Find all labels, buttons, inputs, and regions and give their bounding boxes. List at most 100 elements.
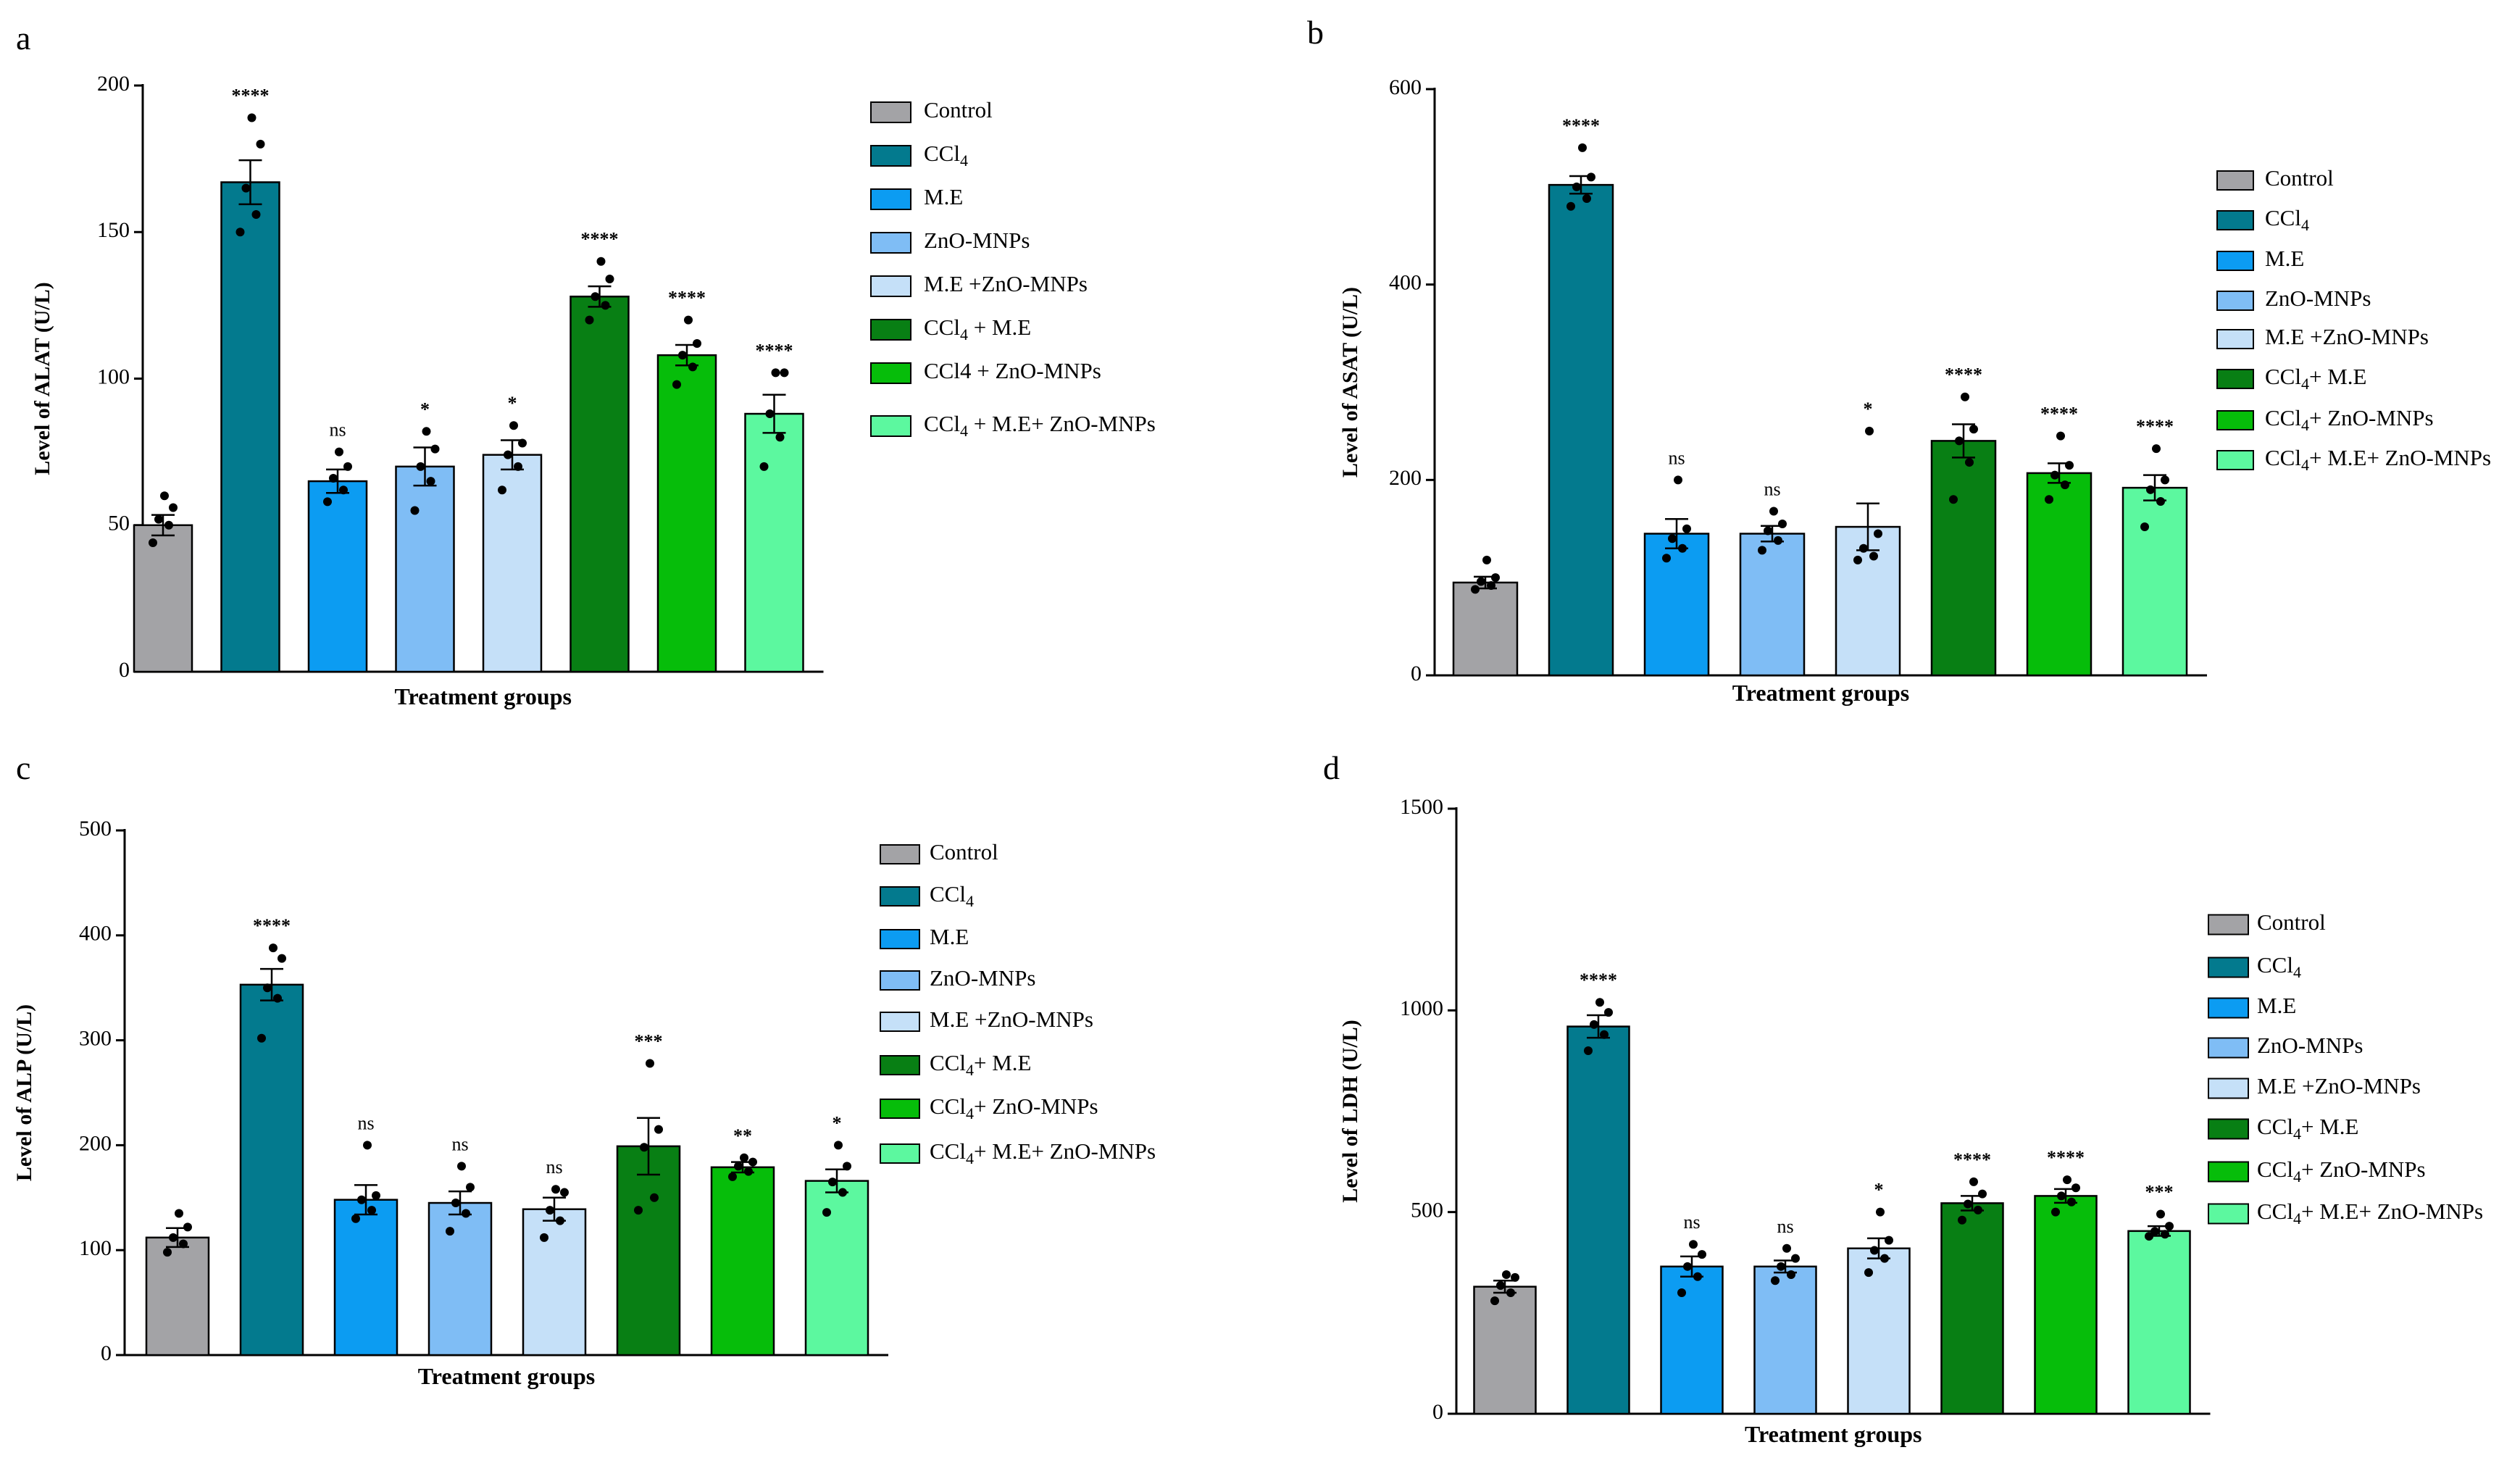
data-point bbox=[426, 477, 435, 486]
significance-label: ns bbox=[329, 420, 346, 441]
legend-label-3: M.E bbox=[2265, 246, 2304, 271]
legend-label-7: CCl4 + ZnO-MNPs bbox=[924, 358, 1101, 383]
data-point bbox=[1491, 573, 1500, 583]
data-point bbox=[1859, 543, 1868, 553]
data-point bbox=[1777, 1262, 1785, 1271]
data-point bbox=[2051, 1207, 2060, 1217]
legend-label-5: M.E +ZnO-MNPs bbox=[2257, 1073, 2421, 1099]
bar-1 bbox=[1452, 581, 1519, 677]
data-point bbox=[556, 1216, 564, 1225]
data-point bbox=[591, 292, 600, 301]
data-point bbox=[765, 409, 775, 419]
legend-label-3: M.E bbox=[2257, 993, 2296, 1018]
legend-label-7: CCl4+ ZnO-MNPs bbox=[2257, 1157, 2426, 1185]
y-tick-label: 500 bbox=[79, 817, 112, 841]
data-point bbox=[1782, 1243, 1791, 1253]
data-point bbox=[1496, 1280, 1505, 1290]
data-point bbox=[2072, 1183, 2080, 1193]
data-point bbox=[646, 1059, 654, 1068]
data-point bbox=[154, 514, 163, 524]
bar-2 bbox=[239, 983, 304, 1357]
data-point bbox=[780, 368, 789, 378]
chart-panel-b: b 0 200 400 600 Level of ASAT (U/L) Treatment … bbox=[1307, 14, 2491, 706]
data-point bbox=[149, 538, 157, 548]
data-point bbox=[672, 380, 681, 389]
legend-label-8: CCl4+ M.E+ ZnO-MNPs bbox=[2265, 445, 2491, 474]
data-point bbox=[1876, 1207, 1885, 1217]
y-tick-label: 0 bbox=[1432, 1400, 1443, 1424]
data-point bbox=[2156, 1209, 2165, 1219]
data-point bbox=[1677, 1288, 1686, 1297]
data-point bbox=[1689, 1240, 1698, 1249]
data-point bbox=[2057, 1191, 2066, 1201]
data-point bbox=[457, 1162, 466, 1171]
panel-label: a bbox=[16, 20, 30, 57]
data-point bbox=[605, 274, 614, 283]
significance-label: ns bbox=[1668, 447, 1685, 468]
legend-label-7: CCl4+ ZnO-MNPs bbox=[930, 1093, 1098, 1122]
legend-swatch-5 bbox=[880, 1012, 920, 1032]
data-point bbox=[601, 301, 610, 310]
data-point bbox=[504, 450, 512, 459]
y-tick-label: 300 bbox=[79, 1026, 112, 1050]
data-point bbox=[688, 362, 697, 372]
data-point bbox=[498, 486, 506, 495]
legend-label-8: CCl4+ M.E+ ZnO-MNPs bbox=[930, 1138, 1156, 1167]
y-tick-label: 100 bbox=[79, 1236, 112, 1260]
legend-label-2: CCl4 bbox=[2265, 205, 2309, 234]
data-point bbox=[1487, 580, 1495, 590]
data-point bbox=[2065, 461, 2074, 470]
legend-swatch-2 bbox=[870, 145, 911, 167]
data-point bbox=[1853, 555, 1862, 564]
data-point bbox=[1774, 536, 1782, 545]
y-tick-label: 600 bbox=[1389, 75, 1422, 99]
data-point bbox=[1693, 1272, 1702, 1281]
data-point bbox=[540, 1233, 548, 1242]
bar-8 bbox=[804, 1180, 869, 1357]
bar-8 bbox=[2121, 486, 2188, 677]
legend-label-1: Control bbox=[930, 839, 998, 864]
data-point bbox=[1964, 1199, 1972, 1209]
y-tick-label: 0 bbox=[101, 1341, 112, 1365]
significance-label: **** bbox=[756, 340, 793, 361]
chart-panel-a: a 0 50 100 150 200 Level of ALAT (U/L) Treatmen… bbox=[16, 20, 1156, 709]
data-point bbox=[1482, 555, 1491, 564]
chart-panel-d: d 0 500 1000 1500 Level of LDH (U/L) Treatment… bbox=[1323, 749, 2483, 1447]
legend-label-5: M.E +ZnO-MNPs bbox=[2265, 324, 2429, 349]
significance-label: **** bbox=[2047, 1147, 2085, 1168]
data-point bbox=[1865, 426, 1874, 436]
y-tick-label: 0 bbox=[1411, 662, 1422, 686]
data-point bbox=[734, 1162, 743, 1171]
data-point bbox=[546, 1206, 554, 1215]
data-point bbox=[422, 427, 431, 436]
data-point bbox=[2045, 495, 2053, 504]
data-point bbox=[1787, 1270, 1795, 1279]
data-point bbox=[1678, 543, 1687, 553]
legend-label-3: M.E bbox=[930, 924, 969, 949]
legend-swatch-5 bbox=[870, 275, 911, 297]
data-point bbox=[822, 1208, 831, 1217]
panel-label: d bbox=[1323, 749, 1340, 786]
data-point bbox=[1502, 1270, 1511, 1279]
data-point bbox=[1572, 182, 1581, 191]
chart-panel-c: c 0 100 200 300 400 500 Level of ALP (U/L) Treat… bbox=[12, 749, 1156, 1389]
x-axis-title: Treatment groups bbox=[1745, 1421, 1922, 1447]
data-point bbox=[1978, 1189, 1987, 1199]
data-point bbox=[462, 1209, 470, 1218]
data-point bbox=[834, 1141, 843, 1150]
data-point bbox=[1578, 143, 1587, 152]
legend-label-5: M.E +ZnO-MNPs bbox=[930, 1007, 1093, 1032]
data-point bbox=[1682, 524, 1691, 533]
legend-label-4: ZnO-MNPs bbox=[930, 965, 1035, 991]
data-point bbox=[828, 1178, 837, 1187]
legend-swatch-2 bbox=[2208, 957, 2249, 978]
bar-7 bbox=[710, 1166, 775, 1357]
data-point bbox=[257, 1033, 266, 1043]
legend-swatch-3 bbox=[2208, 997, 2249, 1019]
legend-swatch-4 bbox=[2216, 291, 2254, 311]
data-point bbox=[357, 1195, 366, 1204]
data-point bbox=[1566, 201, 1575, 211]
data-point bbox=[1662, 554, 1671, 563]
legend-label-8: CCl4+ M.E+ ZnO-MNPs bbox=[2257, 1199, 2483, 1228]
data-point bbox=[654, 1125, 663, 1134]
